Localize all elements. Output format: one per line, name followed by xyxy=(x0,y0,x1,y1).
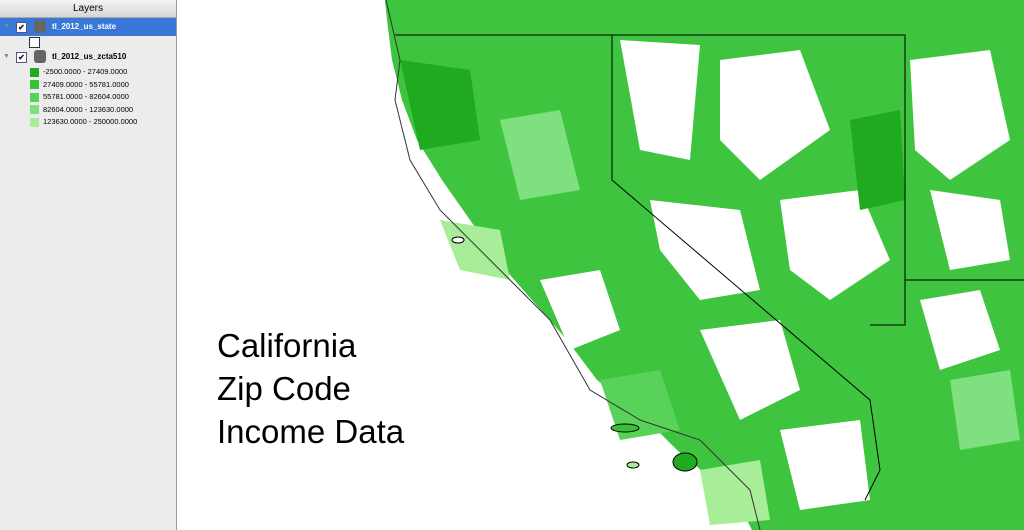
legend-swatch xyxy=(30,92,39,102)
state-borders xyxy=(385,0,1024,530)
legend-label: 55781.0000 - 82604.0000 xyxy=(43,92,129,102)
annotation: Zip Code xyxy=(217,370,351,407)
layer-name: tl_2012_us_state xyxy=(52,22,117,31)
annotation: California xyxy=(217,327,357,364)
expand[interactable]: ▼ xyxy=(3,53,10,60)
legend-item: 123630.0000 - 250000.0000 xyxy=(30,116,137,128)
legend-swatch xyxy=(30,117,39,127)
layer-row[interactable]: ▼ ✔ tl_2012_us_state xyxy=(0,18,176,36)
annotation: Income Data xyxy=(217,413,405,450)
layer-name: tl_2012_us_zcta510 xyxy=(52,52,127,61)
expand[interactable]: ▼ xyxy=(3,23,10,30)
legend-label: 27409.0000 - 55781.0000 xyxy=(43,79,129,89)
legend-item: 55781.0000 - 82604.0000 xyxy=(30,91,129,103)
layer-row[interactable]: ▼ ✔ tl_2012_us_zcta510 xyxy=(0,48,176,66)
checkbox[interactable]: ✔ xyxy=(16,22,27,33)
state-swatch xyxy=(29,37,40,48)
layer-icon xyxy=(34,50,46,63)
layers-panel: Layers ▼ ✔ tl_2012_us_state ▼ ✔ tl_2012_… xyxy=(0,0,177,530)
legend-label: -2500.0000 - 27409.0000 xyxy=(43,67,128,76)
legend-swatch xyxy=(30,105,39,115)
panel-title: Layers xyxy=(0,0,176,18)
legend-swatch xyxy=(30,67,39,77)
patches xyxy=(400,40,1020,525)
legend-item: 82604.0000 - 123630.0000 xyxy=(30,104,133,116)
legend-label: 82604.0000 - 123630.0000 xyxy=(43,104,134,114)
legend-item: 27409.0000 - 55781.0000 xyxy=(30,79,129,91)
legend-swatch xyxy=(30,80,39,90)
legend-label: 123630.0000 - 250000.0000 xyxy=(43,117,138,127)
layer-icon xyxy=(34,20,46,33)
legend-item: -2500.0000 - 27409.0000 xyxy=(30,66,127,78)
map-canvas: California Zip Code Income Data xyxy=(217,0,1024,530)
checkbox[interactable]: ✔ xyxy=(16,52,27,63)
